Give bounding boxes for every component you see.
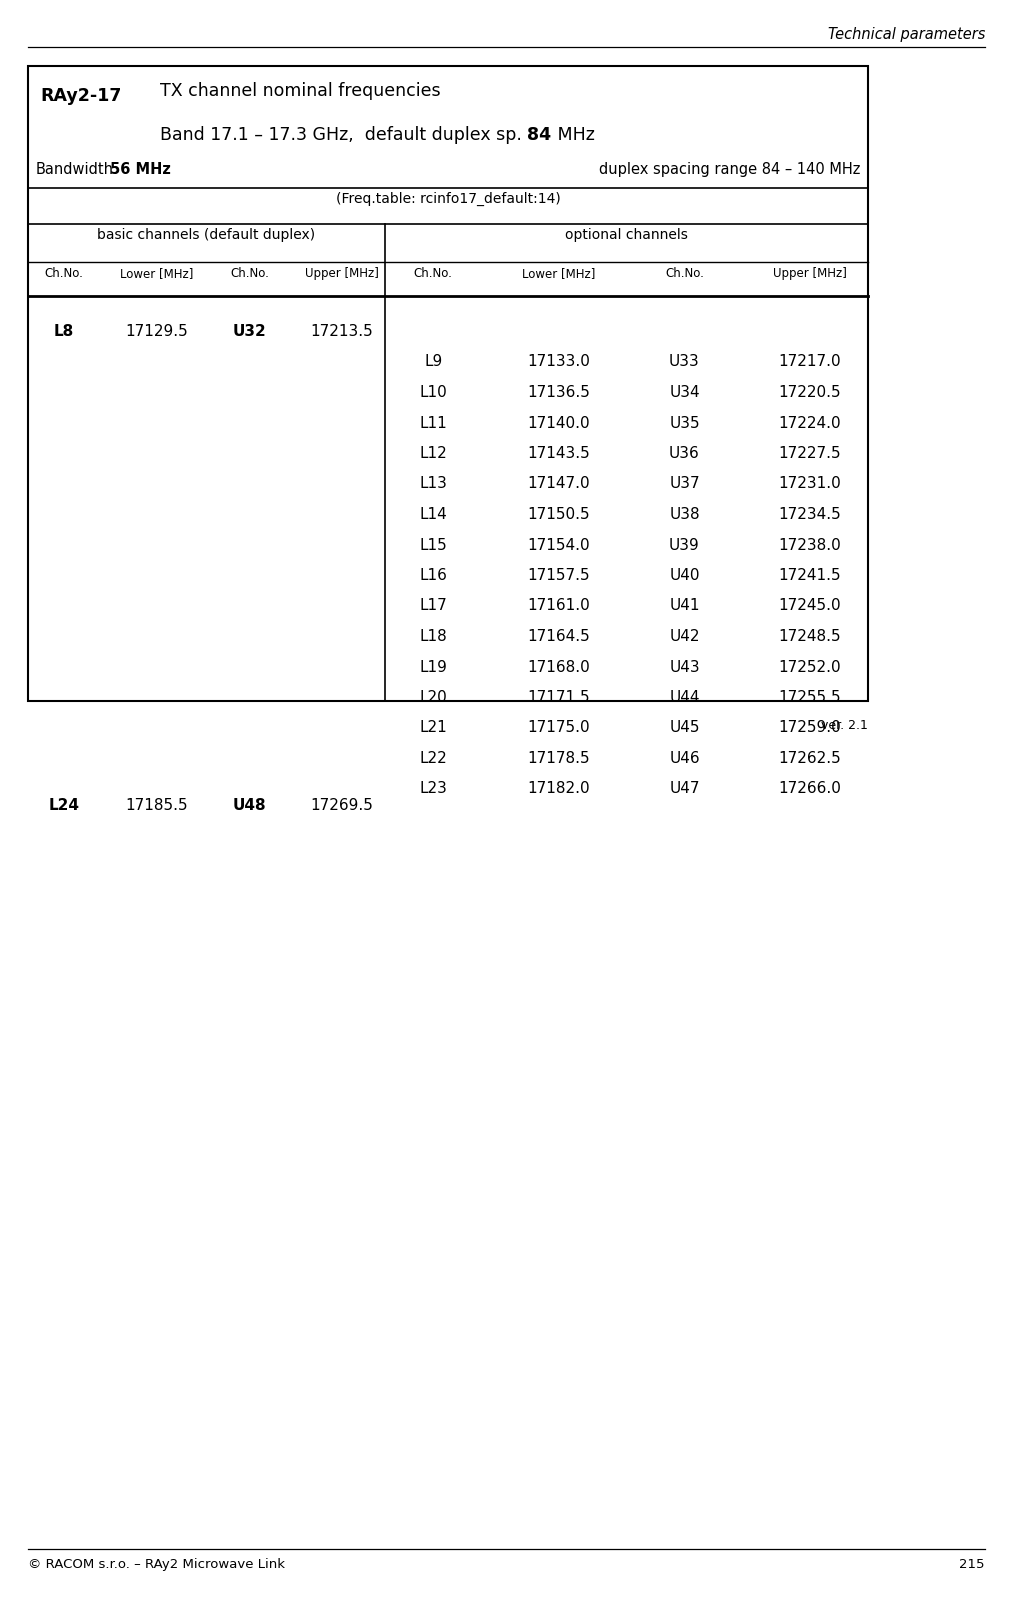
Text: 17185.5: 17185.5 [126,798,188,814]
Text: Ch.No.: Ch.No. [414,267,453,280]
Text: 17217.0: 17217.0 [779,355,841,369]
Text: U44: U44 [669,691,700,705]
Text: U40: U40 [669,568,700,584]
Text: ver. 2.1: ver. 2.1 [821,720,868,732]
Text: L9: L9 [424,355,443,369]
Text: 17262.5: 17262.5 [779,752,841,766]
Text: L21: L21 [419,721,448,736]
Text: U47: U47 [669,782,700,796]
Text: 17136.5: 17136.5 [527,385,591,400]
Text: Band 17.1 – 17.3 GHz,  default duplex sp.: Band 17.1 – 17.3 GHz, default duplex sp. [160,126,527,144]
Text: 17231.0: 17231.0 [779,477,841,491]
Text: 17245.0: 17245.0 [779,598,841,614]
Text: © RACOM s.r.o. – RAy2 Microwave Link: © RACOM s.r.o. – RAy2 Microwave Link [28,1557,285,1570]
Text: L14: L14 [419,507,448,521]
Text: U37: U37 [669,477,700,491]
Text: duplex spacing range 84 – 140 MHz: duplex spacing range 84 – 140 MHz [599,161,860,177]
Text: Ch.No.: Ch.No. [665,267,704,280]
Text: 17161.0: 17161.0 [527,598,591,614]
Text: 17140.0: 17140.0 [527,416,590,430]
Text: 17168.0: 17168.0 [527,659,591,675]
Text: 17255.5: 17255.5 [779,691,841,705]
Text: U46: U46 [669,752,700,766]
Text: Lower [MHz]: Lower [MHz] [120,267,193,280]
Text: Ch.No.: Ch.No. [44,267,83,280]
Text: 17129.5: 17129.5 [125,325,188,339]
Text: U42: U42 [669,628,700,644]
Text: 17164.5: 17164.5 [527,628,591,644]
Text: U38: U38 [669,507,700,521]
Text: L22: L22 [419,752,448,766]
Text: 17241.5: 17241.5 [779,568,841,584]
Text: 17224.0: 17224.0 [779,416,841,430]
Text: U32: U32 [232,325,266,339]
Text: L8: L8 [53,325,74,339]
Text: 17154.0: 17154.0 [527,537,590,553]
Text: RAy2-17: RAy2-17 [40,86,122,106]
Text: U39: U39 [669,537,700,553]
Text: 17266.0: 17266.0 [779,782,841,796]
Text: 17175.0: 17175.0 [527,721,590,736]
Text: 17259.0: 17259.0 [779,721,841,736]
Text: Lower [MHz]: Lower [MHz] [522,267,596,280]
Text: L16: L16 [419,568,448,584]
Text: optional channels: optional channels [565,229,688,241]
Text: U41: U41 [669,598,700,614]
Text: L13: L13 [419,477,448,491]
Text: Ch.No.: Ch.No. [230,267,269,280]
Text: U36: U36 [669,446,700,461]
Text: L19: L19 [419,659,448,675]
Text: U48: U48 [233,798,266,814]
Text: L24: L24 [48,798,79,814]
Text: 17248.5: 17248.5 [779,628,841,644]
Text: basic channels (default duplex): basic channels (default duplex) [97,229,316,241]
Text: Upper [MHz]: Upper [MHz] [306,267,379,280]
Text: TX channel nominal frequencies: TX channel nominal frequencies [160,82,440,101]
Text: L11: L11 [419,416,448,430]
Text: 17269.5: 17269.5 [311,798,374,814]
Text: 17252.0: 17252.0 [779,659,841,675]
Text: 17220.5: 17220.5 [779,385,841,400]
Text: L23: L23 [419,782,448,796]
Text: L15: L15 [419,537,448,553]
Text: (Freq.table: rcinfo17_default:14): (Freq.table: rcinfo17_default:14) [335,192,560,206]
Text: U34: U34 [669,385,700,400]
Text: 17182.0: 17182.0 [527,782,590,796]
Text: L10: L10 [419,385,448,400]
Text: 17157.5: 17157.5 [527,568,590,584]
Text: Bandwidth:: Bandwidth: [36,161,119,177]
Text: 17143.5: 17143.5 [527,446,591,461]
Text: 17171.5: 17171.5 [527,691,590,705]
Text: 17227.5: 17227.5 [779,446,841,461]
Text: 17133.0: 17133.0 [527,355,591,369]
Text: U45: U45 [669,721,700,736]
Text: U35: U35 [669,416,700,430]
Text: U43: U43 [669,659,700,675]
Text: 17234.5: 17234.5 [779,507,841,521]
Text: Technical parameters: Technical parameters [828,27,985,42]
Text: 84: 84 [527,126,552,144]
Text: L18: L18 [419,628,448,644]
Text: L12: L12 [419,446,448,461]
Text: 17213.5: 17213.5 [311,325,373,339]
Text: 17238.0: 17238.0 [779,537,841,553]
Text: MHz: MHz [552,126,595,144]
Text: 17150.5: 17150.5 [527,507,590,521]
Text: L20: L20 [419,691,448,705]
Text: 17147.0: 17147.0 [527,477,590,491]
Text: Upper [MHz]: Upper [MHz] [773,267,847,280]
Text: 17178.5: 17178.5 [527,752,590,766]
Text: 56 MHz: 56 MHz [110,161,171,177]
Text: U33: U33 [669,355,700,369]
Text: L17: L17 [419,598,448,614]
Bar [28,66,868,700]
Text: 215: 215 [960,1557,985,1570]
